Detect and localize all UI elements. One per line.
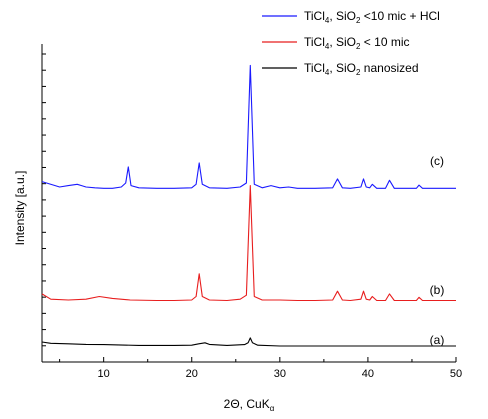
x-axis-title-subscript: α <box>270 404 275 413</box>
legend-text-part: TiCl <box>304 35 325 49</box>
series-layer <box>41 64 456 347</box>
legend-subscript: 4 <box>325 42 330 51</box>
legend-text-part: TiCl <box>304 61 325 75</box>
curve-label-c: (c) <box>430 154 444 168</box>
legend-text-part: TiCl <box>304 9 325 23</box>
legend-subscript: 2 <box>356 16 361 25</box>
legend-text-part: , SiO <box>329 61 356 75</box>
curve-label-a: (a) <box>430 333 445 347</box>
series-line-c <box>41 64 456 189</box>
curve-label-b: (b) <box>430 283 445 297</box>
legend-subscript: 4 <box>325 16 330 25</box>
series-line-b <box>41 185 456 302</box>
legend-subscript: 2 <box>356 68 361 77</box>
labels-layer: (c) (b) (a) <box>430 154 445 347</box>
legend-text-part: , SiO <box>329 9 356 23</box>
x-tick-label: 40 <box>362 368 374 380</box>
x-tick-label: 10 <box>98 368 110 380</box>
x-axis-title-main: 2Θ, CuK <box>224 397 270 411</box>
axes: 10 20 30 40 50 2Θ, CuKα Intensity [a.u.] <box>13 44 462 413</box>
legend-entry-text: TiCl4, SiO2 <10 mic + HCl <box>304 9 440 25</box>
legend-subscript: 4 <box>325 68 330 77</box>
legend-subscript: 2 <box>356 42 361 51</box>
legend-text-part: nanosized <box>360 61 418 75</box>
series-line-a <box>41 337 456 347</box>
x-tick-label: 50 <box>450 368 462 380</box>
legend-text-part: <10 mic + HCl <box>360 9 439 23</box>
legend-entry-text: TiCl4, SiO2 nanosized <box>304 61 419 77</box>
legend-text-part: , SiO <box>329 35 356 49</box>
legend-text-part: < 10 mic <box>360 35 409 49</box>
y-axis-title: Intensity [a.u.] <box>13 171 27 246</box>
legend-entry-text: TiCl4, SiO2 < 10 mic <box>304 35 410 51</box>
x-axis-title: 2Θ, CuKα <box>224 397 275 413</box>
x-tick-label: 20 <box>186 368 198 380</box>
x-tick-label: 30 <box>274 368 286 380</box>
